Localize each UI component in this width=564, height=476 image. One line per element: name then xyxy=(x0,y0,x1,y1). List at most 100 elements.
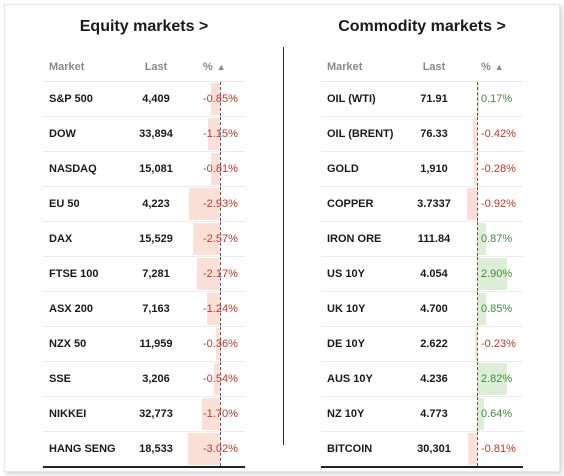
market-name: DAX xyxy=(43,221,123,257)
commodity-table-body: OIL (WTI) 71.91 0.17% OIL (BRENT) 76.33 -0.42… xyxy=(321,81,523,468)
market-name: COPPER xyxy=(321,186,401,222)
market-row[interactable]: SSE 3,206 -0.54% xyxy=(43,361,245,397)
pct-change-cell: 0.64% xyxy=(467,396,523,432)
zero-line xyxy=(220,222,221,256)
negative-change-bar xyxy=(474,153,477,185)
last-value: 32,773 xyxy=(123,396,189,432)
pct-change-value: -0.28% xyxy=(481,163,516,175)
market-row[interactable]: NZ 10Y 4.773 0.64% xyxy=(321,396,523,432)
commodity-markets-link[interactable]: Commodity markets > xyxy=(338,18,506,35)
market-row[interactable]: HANG SENG 18,533 -3.02% xyxy=(43,431,245,468)
market-name: NASDAQ xyxy=(43,151,123,187)
pct-change-cell: -0.81% xyxy=(467,431,523,468)
last-value: 4.700 xyxy=(401,291,467,327)
market-row[interactable]: US 10Y 4.054 2.90% xyxy=(321,256,523,292)
market-name: S&P 500 xyxy=(43,81,123,117)
pct-column-header[interactable]: % ▲ xyxy=(189,53,245,82)
market-name: DE 10Y xyxy=(321,326,401,362)
market-column-header[interactable]: Market xyxy=(321,53,401,82)
zero-line xyxy=(220,117,221,151)
pct-change-value: -3.02% xyxy=(203,443,238,455)
market-row[interactable]: COPPER 3.7337 -0.92% xyxy=(321,186,523,222)
pct-change-cell: -2.17% xyxy=(189,256,245,292)
zero-line xyxy=(220,327,221,361)
sort-ascending-icon: ▲ xyxy=(494,62,504,72)
pct-change-value: 0.85% xyxy=(481,303,513,315)
pct-change-cell: -0.85% xyxy=(189,81,245,117)
pct-change-value: -0.92% xyxy=(481,198,516,210)
pct-change-cell: -0.92% xyxy=(467,186,523,222)
pct-change-cell: -0.81% xyxy=(189,151,245,187)
last-column-header[interactable]: Last xyxy=(401,53,467,82)
market-row[interactable]: DAX 15,529 -2.57% xyxy=(43,221,245,257)
pct-change-cell: 2.82% xyxy=(467,361,523,397)
market-name: IRON ORE xyxy=(321,221,401,257)
market-name: US 10Y xyxy=(321,256,401,292)
pct-change-value: -0.36% xyxy=(203,338,238,350)
zero-line xyxy=(477,117,478,151)
negative-change-bar xyxy=(207,118,220,150)
pct-change-cell: -0.36% xyxy=(189,326,245,362)
last-value: 4,223 xyxy=(123,186,189,222)
market-name: ASX 200 xyxy=(43,291,123,327)
positive-change-bar xyxy=(477,398,484,430)
commodity-table: Market Last % ▲ OIL (WTI) 71.91 0.17% OIL (B… xyxy=(321,53,523,468)
last-value: 4.236 xyxy=(401,361,467,397)
market-row[interactable]: S&P 500 4,409 -0.85% xyxy=(43,81,245,117)
market-row[interactable]: EU 50 4,223 -2.93% xyxy=(43,186,245,222)
equity-markets-link[interactable]: Equity markets > xyxy=(79,18,209,35)
pct-column-header[interactable]: % ▲ xyxy=(467,53,523,82)
zero-line xyxy=(220,82,221,116)
pct-change-value: -0.81% xyxy=(481,443,516,455)
market-row[interactable]: NZX 50 11,959 -0.36% xyxy=(43,326,245,362)
negative-change-bar xyxy=(468,433,477,465)
pct-change-cell: -0.23% xyxy=(467,326,523,362)
negative-change-bar xyxy=(214,363,220,395)
zero-line xyxy=(220,187,221,221)
pct-change-value: -1.15% xyxy=(203,128,238,140)
negative-change-bar xyxy=(197,258,220,290)
pct-change-value: -0.23% xyxy=(481,338,516,350)
market-row[interactable]: DE 10Y 2.622 -0.23% xyxy=(321,326,523,362)
last-value: 4.054 xyxy=(401,256,467,292)
pct-header-label: % xyxy=(481,61,491,73)
last-value: 3.7337 xyxy=(401,186,467,222)
last-value: 76.33 xyxy=(401,116,467,152)
market-row[interactable]: UK 10Y 4.700 0.85% xyxy=(321,291,523,327)
negative-change-bar xyxy=(206,293,220,325)
zero-line xyxy=(477,397,478,431)
market-name: SSE xyxy=(43,361,123,397)
market-row[interactable]: DOW 33,894 -1.15% xyxy=(43,116,245,152)
zero-line xyxy=(477,432,478,466)
pct-change-cell: -2.93% xyxy=(189,186,245,222)
pct-change-value: 0.17% xyxy=(481,93,513,105)
negative-change-bar xyxy=(216,328,220,360)
last-value: 4,409 xyxy=(123,81,189,117)
market-row[interactable]: IRON ORE 111.84 0.87% xyxy=(321,221,523,257)
market-row[interactable]: NIKKEI 32,773 -1.70% xyxy=(43,396,245,432)
pct-change-value: -2.17% xyxy=(203,268,238,280)
market-row[interactable]: OIL (WTI) 71.91 0.17% xyxy=(321,81,523,117)
market-summary-card: Equity markets > Market Last % ▲ S&P 500 4… xyxy=(4,4,560,472)
negative-change-bar xyxy=(193,223,220,255)
negative-change-bar xyxy=(467,188,477,220)
market-row[interactable]: ASX 200 7,163 -1.24% xyxy=(43,291,245,327)
market-row[interactable]: BITCOIN 30,301 -0.81% xyxy=(321,431,523,468)
market-name: NZ 10Y xyxy=(321,396,401,432)
pct-change-value: 2.90% xyxy=(481,268,513,280)
last-column-header[interactable]: Last xyxy=(123,53,189,82)
zero-line xyxy=(477,222,478,256)
market-row[interactable]: NASDAQ 15,081 -0.81% xyxy=(43,151,245,187)
market-row[interactable]: OIL (BRENT) 76.33 -0.42% xyxy=(321,116,523,152)
market-row[interactable]: GOLD 1,910 -0.28% xyxy=(321,151,523,187)
market-column-header[interactable]: Market xyxy=(43,53,123,82)
pct-change-cell: -0.28% xyxy=(467,151,523,187)
market-row[interactable]: AUS 10Y 4.236 2.82% xyxy=(321,361,523,397)
zero-line xyxy=(220,257,221,291)
last-value: 71.91 xyxy=(401,81,467,117)
market-name: FTSE 100 xyxy=(43,256,123,292)
market-name: NIKKEI xyxy=(43,396,123,432)
market-row[interactable]: FTSE 100 7,281 -2.17% xyxy=(43,256,245,292)
positive-change-bar xyxy=(477,258,508,290)
market-name: OIL (BRENT) xyxy=(321,116,401,152)
